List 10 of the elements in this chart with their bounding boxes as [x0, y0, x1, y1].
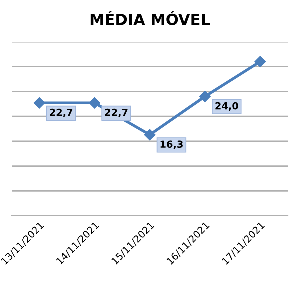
point — [34, 98, 46, 109]
data-label: 16,3 — [160, 140, 183, 150]
point — [254, 56, 266, 68]
data-label: 24,0 — [216, 102, 238, 112]
point — [144, 129, 156, 141]
data-label: 22,7 — [50, 108, 73, 118]
data-label: 22,7 — [105, 108, 128, 118]
chart-title: MÉDIA MÓVEL — [90, 11, 210, 26]
point — [200, 91, 211, 102]
point — [89, 98, 100, 109]
